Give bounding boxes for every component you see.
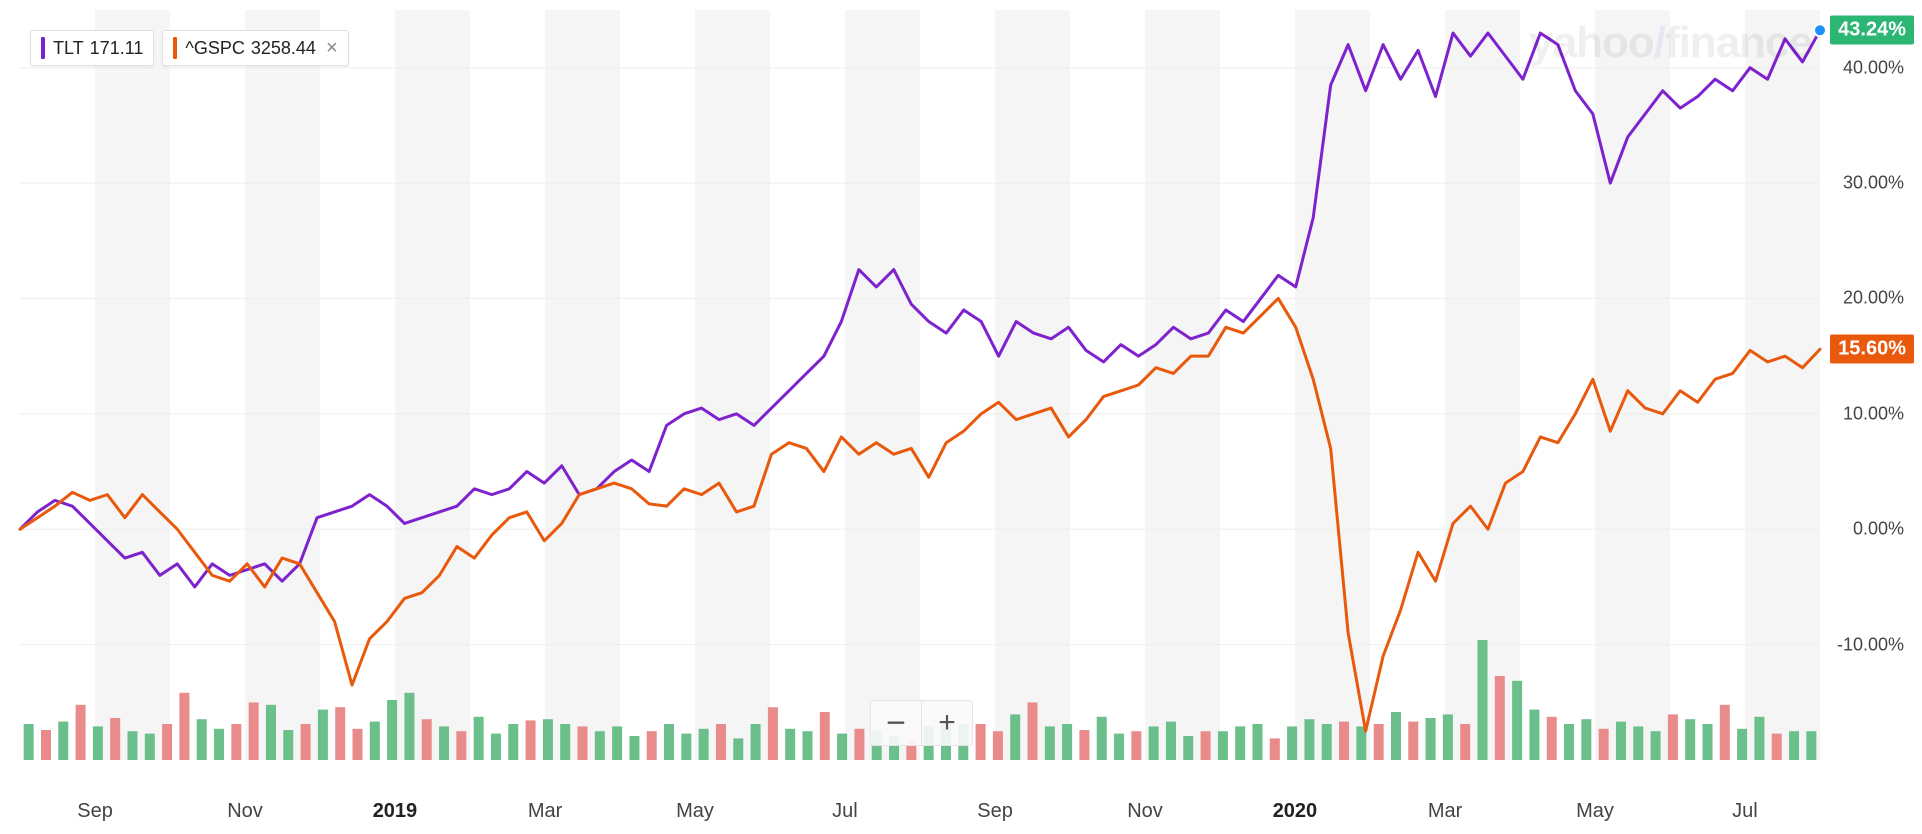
- x-axis-tick-label: 2019: [373, 800, 418, 823]
- x-axis-tick-label: May: [676, 800, 714, 823]
- y-axis-tick-label: 20.00%: [1843, 288, 1904, 309]
- legend-close-icon[interactable]: ×: [326, 38, 338, 58]
- end-value-badge-gspc: 15.60%: [1830, 335, 1914, 364]
- x-axis-tick-label: May: [1576, 800, 1614, 823]
- end-value-badge-tlt: 43.24%: [1830, 16, 1914, 45]
- zoom-controls: − +: [870, 700, 973, 746]
- x-axis-tick-label: Mar: [1428, 800, 1462, 823]
- x-axis-tick-label: Nov: [227, 800, 263, 823]
- x-axis-tick-label: Jul: [832, 800, 858, 823]
- y-axis-tick-label: 30.00%: [1843, 173, 1904, 194]
- legend-symbol-tlt: TLT: [53, 38, 84, 59]
- legend-price-tlt: 171.11: [90, 38, 144, 59]
- legend: TLT 171.11 ^GSPC 3258.44 ×: [30, 30, 357, 66]
- legend-chip-gspc[interactable]: ^GSPC 3258.44 ×: [162, 30, 348, 66]
- zoom-out-button[interactable]: −: [871, 701, 922, 745]
- x-axis-tick-label: Sep: [77, 800, 113, 823]
- y-axis-tick-label: -10.00%: [1837, 634, 1904, 655]
- y-axis-tick-label: 40.00%: [1843, 57, 1904, 78]
- x-axis-tick-label: Nov: [1127, 800, 1163, 823]
- x-axis-tick-label: Jul: [1732, 800, 1758, 823]
- y-axis-tick-label: 0.00%: [1853, 519, 1904, 540]
- legend-symbol-gspc: ^GSPC: [185, 38, 244, 59]
- legend-price-gspc: 3258.44: [251, 38, 316, 59]
- y-axis-tick-label: 10.00%: [1843, 403, 1904, 424]
- legend-swatch-gspc: [173, 37, 177, 59]
- stock-comparison-chart: yahoo/finance TLT 171.11 ^GSPC 3258.44 ×…: [0, 0, 1922, 834]
- x-axis-tick-label: Sep: [977, 800, 1013, 823]
- legend-chip-tlt[interactable]: TLT 171.11: [30, 30, 154, 66]
- x-axis-tick-label: 2020: [1273, 800, 1318, 823]
- legend-swatch-tlt: [41, 37, 45, 59]
- zoom-in-button[interactable]: +: [922, 701, 972, 745]
- x-axis-tick-label: Mar: [528, 800, 562, 823]
